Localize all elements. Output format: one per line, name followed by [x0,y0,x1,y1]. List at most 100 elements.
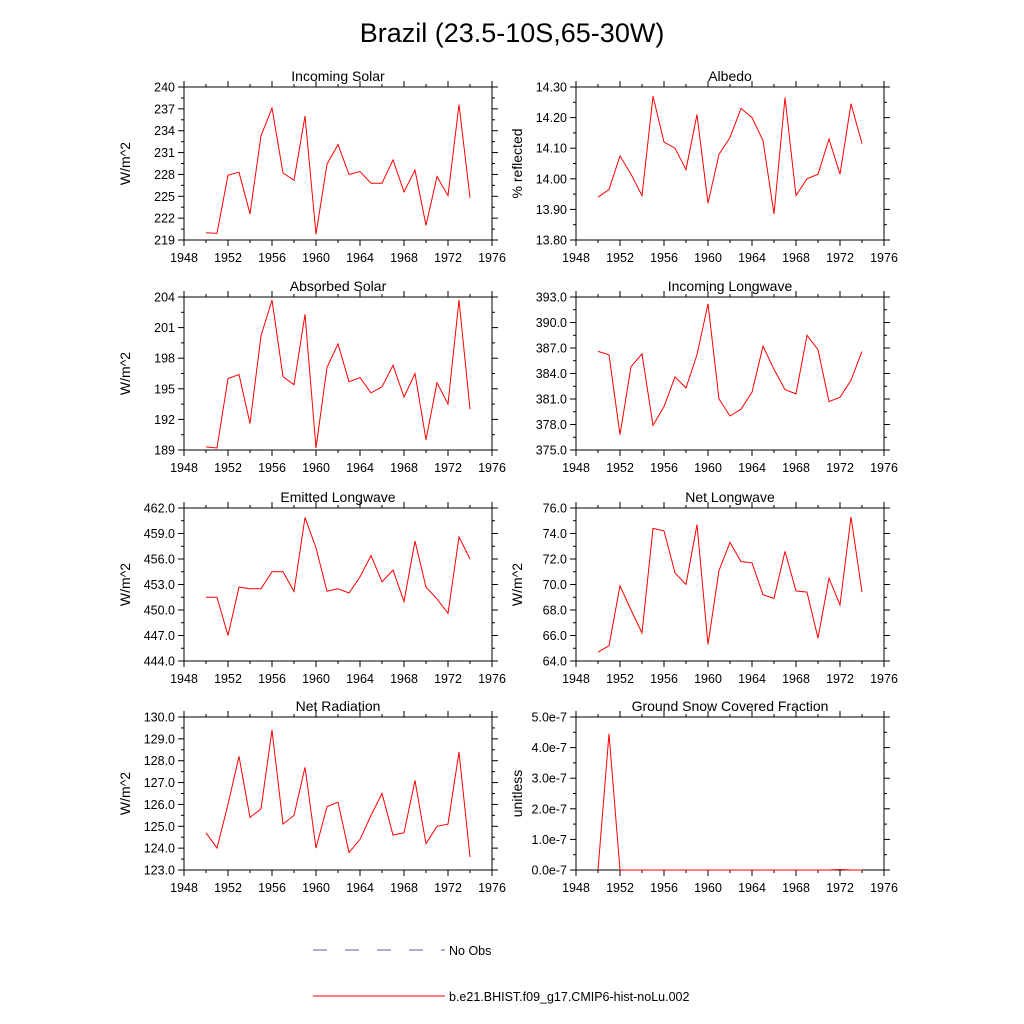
x-tick-label: 1960 [302,461,330,475]
y-tick-label: 123.0 [144,864,175,878]
series-line [597,303,863,435]
x-tick-label: 1952 [606,251,634,265]
y-tick-label: 381.0 [536,393,567,407]
x-tick-label: 1956 [650,251,678,265]
x-tick-label: 1956 [258,672,286,686]
x-tick-label: 1968 [782,881,810,895]
y-tick-label: 0.0e-7 [532,864,567,878]
x-tick-label: 1976 [870,251,898,265]
x-tick-label: 1964 [346,672,374,686]
y-tick-label: 453.0 [144,578,175,592]
y-tick-label: 14.10 [536,142,567,156]
y-axis-label: W/m^2 [117,563,133,606]
chart-panel: Incoming Solar W/m^2 1948 1952 1956 1960 1964 1… [117,68,506,265]
chart-panel: Net Radiation W/m^2 1948 1952 1956 1960 1964 19… [117,698,506,895]
x-tick-label: 1952 [214,672,242,686]
y-tick-label: 387.0 [536,342,567,356]
x-tick-label: 1948 [562,881,590,895]
x-tick-label: 1968 [390,461,418,475]
x-tick-label: 1948 [170,672,198,686]
y-tick-label: 189 [154,444,175,458]
x-tick-label: 1956 [258,461,286,475]
x-tick-label: 1968 [782,461,810,475]
panel-title: Emitted Longwave [280,489,395,505]
x-tick-label: 1972 [826,461,854,475]
y-tick-label: 219 [154,234,175,248]
x-tick-label: 1976 [478,881,506,895]
x-tick-label: 1976 [478,461,506,475]
y-tick-label: 192 [154,413,175,427]
y-tick-label: 225 [154,190,175,204]
x-tick-label: 1976 [870,461,898,475]
x-tick-label: 1960 [694,251,722,265]
series-line [205,104,471,235]
x-tick-label: 1972 [826,672,854,686]
x-tick-label: 1952 [606,881,634,895]
x-tick-label: 1960 [694,461,722,475]
y-tick-label: 237 [154,102,175,116]
y-tick-label: 222 [154,212,175,226]
x-tick-label: 1960 [694,672,722,686]
y-tick-label: 456.0 [144,553,175,567]
y-tick-label: 68.0 [543,604,567,618]
series-line [205,299,471,449]
y-tick-label: 4.0e-7 [532,741,567,755]
y-tick-label: 125.0 [144,820,175,834]
chart-panel: Absorbed Solar W/m^2 1948 1952 1956 1960 1964 1… [117,278,506,475]
x-tick-label: 1968 [782,672,810,686]
x-tick-label: 1952 [606,461,634,475]
y-tick-label: 462.0 [144,502,175,516]
x-tick-label: 1964 [738,461,766,475]
y-axis-label: unitless [509,770,525,817]
x-tick-label: 1964 [346,881,374,895]
x-tick-label: 1956 [258,251,286,265]
x-tick-label: 1948 [170,251,198,265]
x-tick-label: 1956 [650,461,678,475]
y-axis-label: W/m^2 [117,352,133,395]
x-tick-label: 1972 [434,672,462,686]
y-tick-label: 447.0 [144,629,175,643]
y-tick-label: 124.0 [144,842,175,856]
y-tick-label: 228 [154,168,175,182]
series-line [597,733,862,871]
chart-panel: Albedo % reflected 1948 1952 1956 1960 1964 196… [509,68,898,265]
x-tick-label: 1956 [258,881,286,895]
chart-panel: Incoming Longwave 1948 1952 1956 1960 1964 196… [536,278,898,475]
chart-panel: Emitted Longwave W/m^2 1948 1952 1956 1960 196… [117,489,506,686]
y-tick-label: 126.0 [144,798,175,812]
series-line [597,516,863,653]
y-tick-label: 127.0 [144,776,175,790]
y-tick-label: 74.0 [543,527,567,541]
y-tick-label: 70.0 [543,578,567,592]
x-tick-label: 1972 [434,461,462,475]
x-tick-label: 1948 [170,881,198,895]
y-tick-label: 14.20 [536,111,567,125]
plot-frame [183,507,493,662]
panel-title: Absorbed Solar [290,278,387,294]
x-tick-label: 1972 [826,881,854,895]
y-tick-label: 450.0 [144,604,175,618]
x-tick-label: 1972 [434,251,462,265]
y-tick-label: 130.0 [144,711,175,725]
x-tick-label: 1948 [170,461,198,475]
plot-frame [575,507,885,662]
panel-title: Ground Snow Covered Fraction [632,698,829,714]
y-tick-label: 231 [154,146,175,160]
panel-title: Net Longwave [685,489,775,505]
y-tick-label: 72.0 [543,553,567,567]
legend-obs-label: No Obs [449,944,491,958]
x-tick-label: 1952 [606,672,634,686]
y-tick-label: 201 [154,321,175,335]
x-tick-label: 1960 [694,881,722,895]
x-tick-label: 1976 [870,881,898,895]
x-tick-label: 1948 [562,461,590,475]
y-tick-label: 390.0 [536,316,567,330]
panel-title: Albedo [708,68,752,84]
plot-frame [575,86,885,241]
panel-title: Incoming Longwave [668,278,793,294]
y-tick-label: 14.00 [536,172,567,186]
x-tick-label: 1976 [478,672,506,686]
y-tick-label: 76.0 [543,502,567,516]
y-axis-label: W/m^2 [509,563,525,606]
plot-frame [183,86,493,241]
